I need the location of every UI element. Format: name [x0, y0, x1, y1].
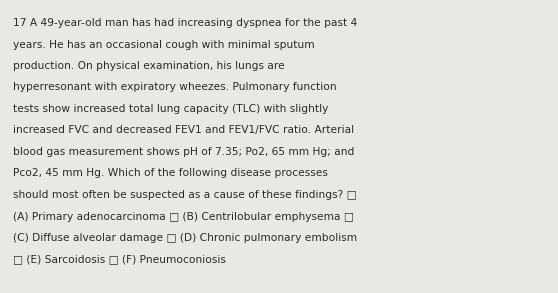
Text: □ (E) Sarcoidosis □ (F) Pneumoconiosis: □ (E) Sarcoidosis □ (F) Pneumoconiosis: [13, 255, 226, 265]
Text: hyperresonant with expiratory wheezes. Pulmonary function: hyperresonant with expiratory wheezes. P…: [13, 83, 336, 93]
Text: should most often be suspected as a cause of these findings? □: should most often be suspected as a caus…: [13, 190, 357, 200]
Text: (C) Diffuse alveolar damage □ (D) Chronic pulmonary embolism: (C) Diffuse alveolar damage □ (D) Chroni…: [13, 233, 357, 243]
Text: blood gas measurement shows pH of 7.35; Po2, 65 mm Hg; and: blood gas measurement shows pH of 7.35; …: [13, 147, 354, 157]
Text: years. He has an occasional cough with minimal sputum: years. He has an occasional cough with m…: [13, 40, 315, 50]
Text: Pco2, 45 mm Hg. Which of the following disease processes: Pco2, 45 mm Hg. Which of the following d…: [13, 168, 328, 178]
Text: tests show increased total lung capacity (TLC) with slightly: tests show increased total lung capacity…: [13, 104, 328, 114]
Text: production. On physical examination, his lungs are: production. On physical examination, his…: [13, 61, 285, 71]
Text: increased FVC and decreased FEV1 and FEV1/FVC ratio. Arterial: increased FVC and decreased FEV1 and FEV…: [13, 125, 354, 135]
Text: (A) Primary adenocarcinoma □ (B) Centrilobular emphysema □: (A) Primary adenocarcinoma □ (B) Centril…: [13, 212, 354, 222]
Text: 17 A 49-year-old man has had increasing dyspnea for the past 4: 17 A 49-year-old man has had increasing …: [13, 18, 357, 28]
